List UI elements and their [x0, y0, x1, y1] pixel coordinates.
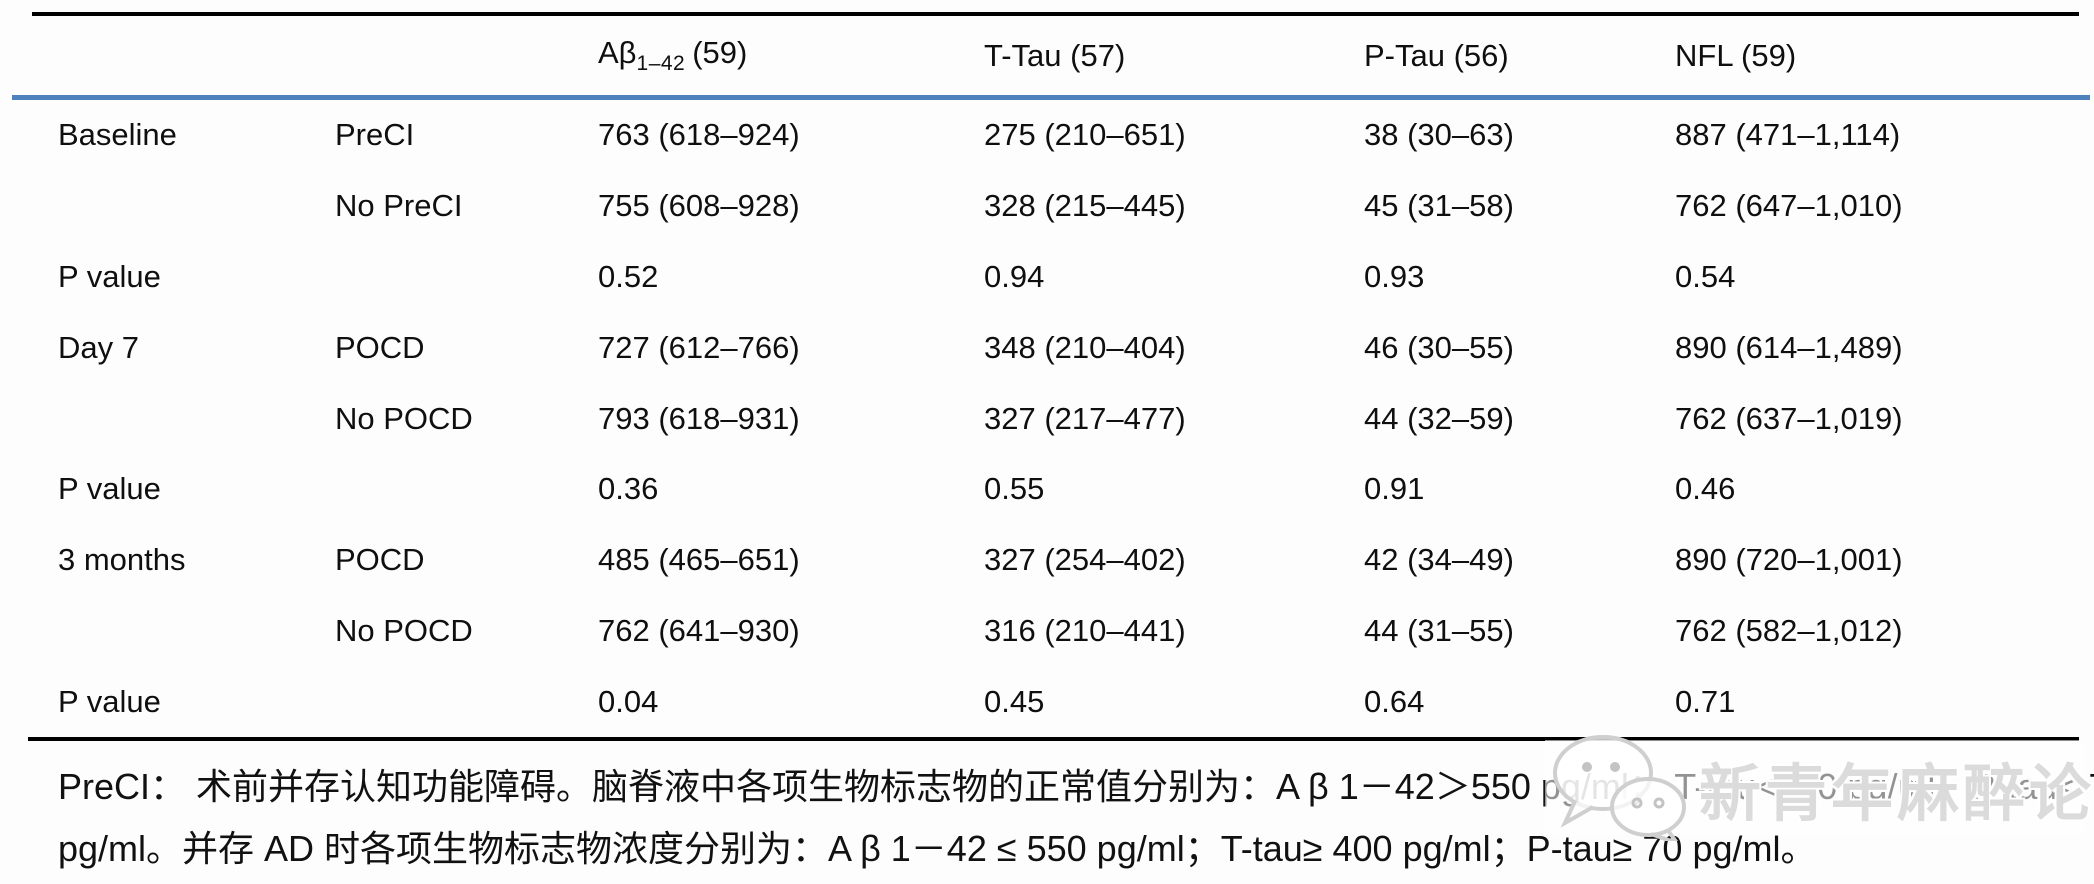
value-cell: 0.45	[984, 683, 1045, 719]
value-cell: 755 (608–928)	[598, 188, 800, 224]
row-label: Day 7	[58, 329, 139, 365]
table-row-baseline-nopreci: No PreCI 755 (608–928) 328 (215–445) 45 …	[0, 171, 2094, 242]
group-label: No POCD	[335, 612, 473, 648]
row-label: P value	[58, 683, 161, 719]
value-cell: 727 (612–766)	[598, 329, 800, 365]
abeta-count: (59)	[692, 35, 748, 70]
table-row-baseline-preci: Baseline PreCI 763 (618–924) 275 (210–65…	[0, 100, 2094, 171]
value-cell: 0.93	[1364, 258, 1425, 294]
value-cell: 327 (217–477)	[984, 400, 1186, 436]
row-label: Baseline	[58, 117, 177, 153]
value-cell: 328 (215–445)	[984, 188, 1186, 224]
value-cell: 0.54	[1675, 258, 1736, 294]
table-row-baseline-pvalue: P value 0.52 0.94 0.93 0.54	[0, 242, 2094, 313]
table-row-day7-pvalue: P value 0.36 0.55 0.91 0.46	[0, 454, 2094, 525]
group-label: No PreCI	[335, 188, 463, 224]
value-cell: 0.46	[1675, 471, 1736, 507]
table-body: Baseline PreCI 763 (618–924) 275 (210–65…	[0, 100, 2094, 737]
value-cell: 763 (618–924)	[598, 117, 800, 153]
table-row-day7-pocd: Day 7 POCD 727 (612–766) 348 (210–404) 4…	[0, 312, 2094, 383]
value-cell: 275 (210–651)	[984, 117, 1186, 153]
column-header-abeta42: Aβ1–42 (59)	[598, 35, 984, 76]
abeta-subscript: 1–42	[636, 52, 686, 75]
column-header-nfl: NFL (59)	[1675, 37, 1797, 73]
abeta-base: Aβ	[598, 35, 637, 70]
group-label: No POCD	[335, 400, 473, 436]
value-cell: 327 (254–402)	[984, 542, 1186, 578]
value-cell: 42 (34–49)	[1364, 542, 1514, 578]
value-cell: 485 (465–651)	[598, 542, 800, 578]
row-label: P value	[58, 258, 161, 294]
value-cell: 0.64	[1364, 683, 1425, 719]
value-cell: 0.52	[598, 258, 659, 294]
column-header-ttau: T-Tau (57)	[984, 37, 1126, 73]
watermark-text: 新青年麻醉论坛	[1699, 760, 2094, 829]
table-row-3months-pocd: 3 months POCD 485 (465–651) 327 (254–402…	[0, 525, 2094, 596]
footnote-line-2: pg/ml。并存 AD 时各项生物标志物浓度分别为：A β 1－42 ≤ 550…	[58, 828, 1817, 869]
row-label: 3 months	[58, 542, 186, 578]
value-cell: 0.94	[984, 258, 1045, 294]
wechat-logo-icon	[1545, 731, 1695, 847]
value-cell: 0.71	[1675, 683, 1736, 719]
table-bottom-border	[28, 737, 2079, 741]
value-cell: 348 (210–404)	[984, 329, 1186, 365]
value-cell: 0.55	[984, 471, 1045, 507]
value-cell: 762 (641–930)	[598, 612, 800, 648]
value-cell: 793 (618–931)	[598, 400, 800, 436]
table-header-row: Aβ1–42 (59) T-Tau (57) P-Tau (56) NFL (59…	[0, 16, 2094, 95]
header-divider-line	[12, 95, 2090, 100]
column-header-ptau: P-Tau (56)	[1364, 37, 1509, 73]
value-cell: 46 (30–55)	[1364, 329, 1514, 365]
value-cell: 44 (32–59)	[1364, 400, 1514, 436]
value-cell: 0.91	[1364, 471, 1425, 507]
value-cell: 38 (30–63)	[1364, 117, 1514, 153]
group-label: POCD	[335, 329, 425, 365]
value-cell: 0.36	[598, 471, 659, 507]
value-cell: 890 (614–1,489)	[1675, 329, 1903, 365]
value-cell: 890 (720–1,001)	[1675, 542, 1903, 578]
table-row-day7-nopocd: No POCD 793 (618–931) 327 (217–477) 44 (…	[0, 383, 2094, 454]
value-cell: 887 (471–1,114)	[1675, 117, 1901, 153]
row-label: P value	[58, 471, 161, 507]
table-row-3months-nopocd: No POCD 762 (641–930) 316 (210–441) 44 (…	[0, 596, 2094, 667]
value-cell: 762 (582–1,012)	[1675, 612, 1903, 648]
value-cell: 316 (210–441)	[984, 612, 1186, 648]
group-label: POCD	[335, 542, 425, 578]
value-cell: 45 (31–58)	[1364, 188, 1514, 224]
value-cell: 0.04	[598, 683, 659, 719]
table-row-3months-pvalue: P value 0.04 0.45 0.64 0.71	[0, 666, 2094, 737]
watermark: 新青年麻醉论坛	[1545, 734, 2094, 847]
table-top-border	[32, 12, 2079, 16]
group-label: PreCI	[335, 117, 415, 153]
value-cell: 44 (31–55)	[1364, 612, 1514, 648]
value-cell: 762 (637–1,019)	[1675, 400, 1903, 436]
value-cell: 762 (647–1,010)	[1675, 188, 1903, 224]
